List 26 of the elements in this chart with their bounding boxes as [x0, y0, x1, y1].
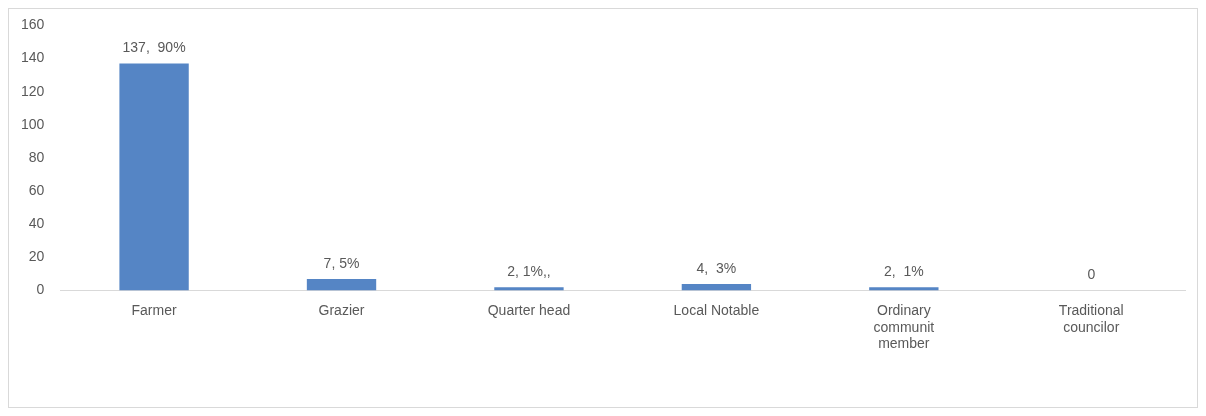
x-tick-label: Traditional councilor	[1058, 301, 1124, 335]
data-label: 137, 90%	[122, 39, 186, 56]
bar	[494, 287, 564, 291]
y-tick-label: 60	[28, 182, 45, 199]
y-tick-label: 140	[21, 49, 45, 66]
x-tick-label: Quarter head	[487, 301, 571, 318]
x-tick-label: Ordinary communit member	[873, 301, 935, 352]
bar	[681, 283, 752, 291]
y-tick-label: 80	[28, 148, 45, 165]
y-tick-label: 120	[21, 82, 45, 99]
x-tick-label: Farmer	[131, 301, 177, 318]
y-tick-label: 20	[28, 248, 45, 265]
data-label: 7, 5%	[323, 254, 360, 271]
y-tick-label: 0	[36, 281, 45, 298]
data-label: 2, 1%,,	[507, 263, 551, 280]
bar	[869, 287, 939, 291]
bar	[306, 279, 377, 291]
y-tick-label: 100	[21, 115, 45, 132]
y-tick-label: 160	[21, 16, 45, 33]
data-label: 4, 3%	[696, 259, 737, 276]
data-label: 2, 1%	[883, 263, 924, 280]
bar	[119, 63, 189, 291]
data-label: 0	[1087, 266, 1096, 283]
x-tick-label: Grazier	[318, 301, 365, 318]
x-tick-label: Local Notable	[673, 301, 760, 318]
y-tick-label: 40	[28, 215, 45, 232]
